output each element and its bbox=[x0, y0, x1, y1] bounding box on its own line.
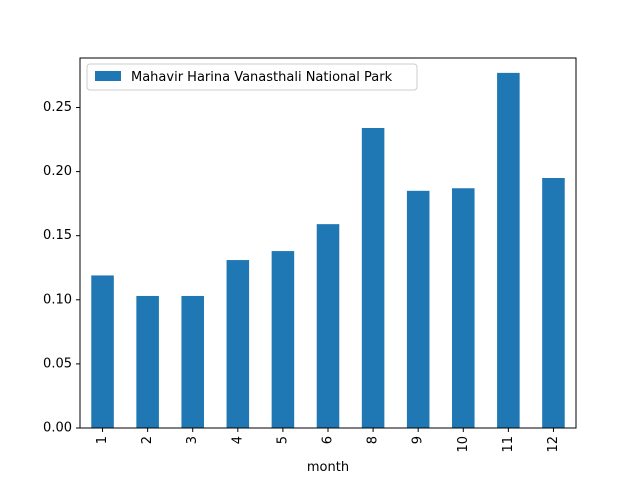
bars-group bbox=[91, 72, 565, 429]
bar-month-1 bbox=[91, 275, 114, 428]
y-tick-label-0.10: 0.10 bbox=[43, 292, 72, 307]
y-tick-label-0.20: 0.20 bbox=[43, 164, 72, 179]
bar-month-3 bbox=[181, 295, 204, 428]
bar-month-11 bbox=[497, 72, 520, 429]
x-tick-label-8: 8 bbox=[366, 436, 381, 444]
bar-month-12 bbox=[542, 178, 565, 428]
x-tick-label-1: 1 bbox=[95, 436, 110, 444]
bar-month-4 bbox=[226, 260, 250, 428]
x-tick-label-3: 3 bbox=[185, 436, 200, 444]
bar-month-2 bbox=[136, 295, 159, 428]
legend-label: Mahavir Harina Vanasthali National Park bbox=[131, 70, 393, 85]
x-tick-label-12: 12 bbox=[546, 436, 561, 453]
x-tick-label-5: 5 bbox=[275, 436, 290, 444]
bar-month-8 bbox=[361, 128, 385, 428]
legend-swatch bbox=[95, 71, 121, 81]
y-tick-label-0.25: 0.25 bbox=[43, 100, 72, 115]
bar-month-9 bbox=[406, 190, 430, 428]
y-axis: 0.00 0.05 0.10 0.15 0.20 0.25 bbox=[43, 100, 80, 436]
x-tick-label-9: 9 bbox=[411, 436, 426, 444]
legend-box bbox=[86, 63, 418, 91]
x-tick-label-6: 6 bbox=[321, 436, 336, 444]
x-tick-label-11: 11 bbox=[501, 436, 516, 453]
x-axis: 1 2 3 4 5 6 8 9 10 11 12 bbox=[95, 428, 561, 453]
x-tick-label-4: 4 bbox=[230, 436, 245, 444]
bar-month-6 bbox=[316, 224, 340, 428]
x-axis-label: month bbox=[307, 460, 349, 475]
y-tick-label-0.15: 0.15 bbox=[43, 228, 72, 243]
bar-month-10 bbox=[452, 188, 475, 428]
legend: Mahavir Harina Vanasthali National Park bbox=[86, 63, 418, 91]
x-tick-label-10: 10 bbox=[456, 436, 471, 453]
y-tick-label-0.00: 0.00 bbox=[43, 421, 72, 436]
x-tick-label-2: 2 bbox=[140, 436, 155, 444]
y-tick-label-0.05: 0.05 bbox=[43, 356, 72, 371]
bar-month-5 bbox=[271, 251, 295, 428]
